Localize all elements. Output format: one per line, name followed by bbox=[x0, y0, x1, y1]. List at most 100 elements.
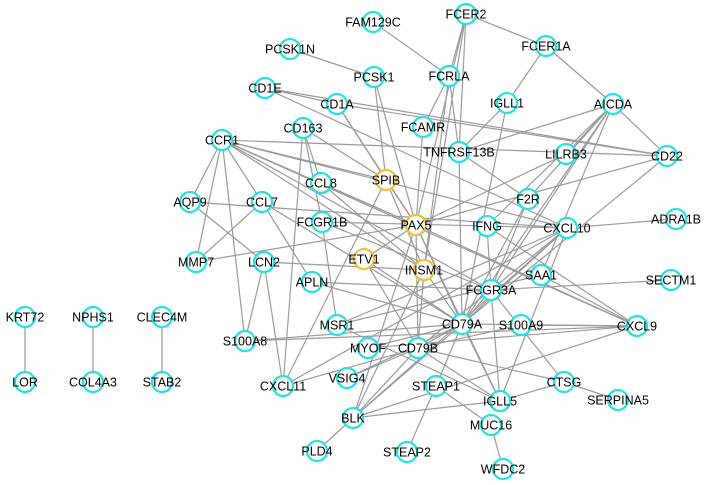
node-circle bbox=[291, 116, 315, 140]
node-circle bbox=[664, 207, 688, 231]
node-label: SECTM1 bbox=[646, 273, 697, 287]
node-label: WFDC2 bbox=[481, 462, 525, 476]
node-circle bbox=[447, 140, 471, 164]
node: S100A8 bbox=[223, 329, 268, 353]
node-label: MMP7 bbox=[178, 255, 214, 269]
node-label: ETV1 bbox=[348, 252, 379, 266]
node-label: CCL7 bbox=[246, 195, 278, 209]
edge bbox=[282, 127, 304, 387]
node: IFNG bbox=[472, 214, 502, 238]
node: COL4A3 bbox=[69, 370, 117, 394]
edge bbox=[415, 155, 668, 226]
edge bbox=[373, 76, 417, 226]
node: SPIB bbox=[372, 168, 400, 192]
node-circle bbox=[555, 216, 579, 240]
node-label: IFNG bbox=[472, 219, 502, 233]
node-label: CD1E bbox=[248, 81, 281, 95]
edge bbox=[336, 227, 568, 326]
edge bbox=[367, 323, 463, 349]
node: S100A9 bbox=[499, 313, 543, 337]
edge bbox=[311, 281, 492, 291]
edge bbox=[490, 289, 565, 383]
edge bbox=[458, 13, 467, 153]
node-label: PCSK1N bbox=[265, 42, 315, 56]
edge bbox=[458, 103, 614, 153]
node-circle bbox=[184, 250, 208, 274]
node: FCER1A bbox=[521, 34, 571, 58]
node-label: FCGR1B bbox=[297, 215, 348, 229]
node: IGLL1 bbox=[490, 91, 524, 115]
edge bbox=[261, 201, 313, 283]
edge bbox=[458, 151, 463, 325]
nodes: FAM129C FCER2 FCER1A PCSK1N PCSK1 FCRLA CD1E IG… bbox=[6, 2, 701, 481]
edge bbox=[282, 347, 419, 387]
edge bbox=[244, 261, 265, 342]
edge bbox=[540, 274, 638, 327]
node-label: COL4A3 bbox=[69, 375, 117, 389]
node-circle bbox=[341, 406, 365, 430]
edge bbox=[221, 139, 263, 203]
node-circle bbox=[300, 270, 324, 294]
node-label: FCRLA bbox=[429, 69, 471, 83]
edge bbox=[406, 385, 437, 453]
node: TNFRSF13B bbox=[423, 140, 495, 164]
node: CD1A bbox=[320, 92, 354, 116]
node: PAX5 bbox=[400, 213, 432, 237]
node-circle bbox=[412, 258, 436, 282]
node-label: CD1A bbox=[320, 97, 354, 111]
edge bbox=[352, 224, 417, 419]
edge bbox=[195, 224, 417, 263]
node: MUC16 bbox=[470, 413, 512, 437]
edge bbox=[372, 21, 450, 77]
edge bbox=[264, 87, 338, 105]
node-circle bbox=[335, 366, 359, 390]
edge bbox=[545, 45, 614, 105]
node-circle bbox=[150, 370, 174, 394]
node-circle bbox=[13, 305, 37, 329]
node-label: AICDA bbox=[594, 97, 633, 111]
node-label: CD163 bbox=[284, 121, 323, 135]
node-label: PLD4 bbox=[301, 444, 332, 458]
node: CCL7 bbox=[246, 190, 278, 214]
node: ADRA1B bbox=[651, 207, 701, 231]
node: F2R bbox=[516, 187, 540, 211]
edge bbox=[346, 323, 463, 379]
node: CTSG bbox=[547, 370, 581, 394]
edge bbox=[373, 76, 387, 181]
edge bbox=[490, 103, 614, 291]
node: CCL8 bbox=[305, 171, 337, 195]
edge bbox=[282, 227, 568, 387]
node-label: S100A8 bbox=[223, 334, 268, 348]
node-circle bbox=[278, 37, 302, 61]
node: CD22 bbox=[651, 144, 683, 168]
edge bbox=[417, 347, 501, 402]
node-label: LOR bbox=[12, 375, 38, 389]
node-label: FCER1A bbox=[521, 39, 571, 53]
node: CXCL11 bbox=[260, 374, 306, 398]
edge bbox=[423, 13, 467, 271]
node-circle bbox=[178, 190, 202, 214]
node-circle bbox=[479, 413, 503, 437]
node-label: FAM129C bbox=[345, 15, 401, 29]
node-circle bbox=[210, 128, 234, 152]
node-label: F2R bbox=[516, 192, 540, 206]
edge bbox=[189, 139, 223, 203]
node-circle bbox=[516, 187, 540, 211]
node-circle bbox=[81, 370, 105, 394]
edge bbox=[417, 324, 522, 349]
node-label: CD22 bbox=[651, 149, 683, 163]
node-label: CCR1 bbox=[205, 133, 239, 147]
node-circle bbox=[361, 10, 385, 34]
node-label: BLK bbox=[341, 411, 365, 425]
node-circle bbox=[13, 370, 37, 394]
node-circle bbox=[437, 64, 461, 88]
node: ETV1 bbox=[348, 247, 380, 271]
edge bbox=[499, 381, 565, 402]
node: AQP9 bbox=[173, 190, 207, 214]
node-circle bbox=[601, 92, 625, 116]
node-label: CXCL11 bbox=[260, 379, 306, 393]
edge bbox=[490, 198, 529, 291]
node-label: FCER2 bbox=[446, 7, 487, 21]
node: APLN bbox=[296, 270, 328, 294]
node-label: CXCL9 bbox=[617, 319, 657, 333]
